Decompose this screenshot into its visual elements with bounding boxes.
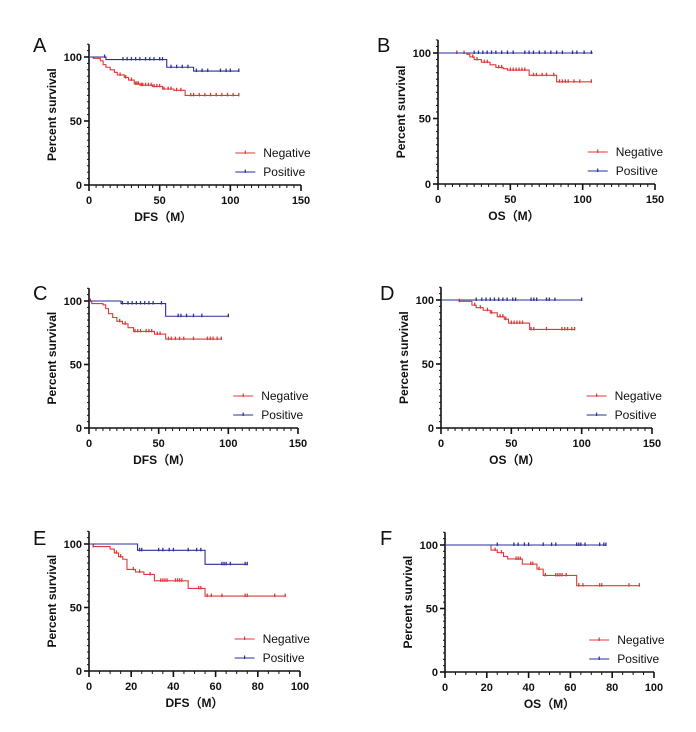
panel-b: B 0 50 100 0 50 100 150 OS（M） Percent survival Neg… <box>377 35 664 223</box>
x-axis-label: OS（M） <box>488 208 539 223</box>
y-tick-label: 50 <box>70 360 82 372</box>
x-axis-label: DFS（M） <box>166 695 224 710</box>
x-tick-label: 0 <box>435 194 441 206</box>
x-tick-label: 100 <box>219 438 237 450</box>
survival-curve-positive <box>89 56 239 72</box>
y-axis-label: Percent survival <box>45 68 59 161</box>
x-tick-label: 20 <box>125 681 137 693</box>
legend-label-negative: Negative <box>263 146 311 160</box>
x-tick-label: 60 <box>564 682 576 694</box>
panel-d: D 0 50 100 0 50 100 150 OS（M） Percent survival Neg… <box>380 283 662 467</box>
y-tick-label: 0 <box>76 180 82 192</box>
survival-curve-positive <box>89 543 248 565</box>
legend-label-positive: Positive <box>617 652 659 666</box>
legend-label-negative: Negative <box>615 389 663 403</box>
y-tick-label: 0 <box>76 423 82 435</box>
x-tick-label: 100 <box>573 194 591 206</box>
survival-curve-negative <box>89 300 222 340</box>
x-tick-label: 150 <box>646 194 664 206</box>
survival-curve-positive <box>89 300 229 317</box>
y-axis-label: Percent survival <box>394 66 408 159</box>
panel-e: E 0 50 100 0 20 40 60 80 100 DFS（M） Percent surviva… <box>33 528 310 710</box>
y-tick-label: 0 <box>425 179 431 191</box>
legend-label-positive: Positive <box>616 164 658 178</box>
y-tick-label: 100 <box>413 48 431 60</box>
x-tick-label: 150 <box>292 195 310 207</box>
x-tick-label: 50 <box>504 194 516 206</box>
y-tick-label: 100 <box>64 539 82 551</box>
panel-letter: E <box>33 528 46 550</box>
survival-curve-negative <box>441 299 575 330</box>
legend-label-negative: Negative <box>263 632 311 646</box>
legend-label-positive: Positive <box>263 651 305 665</box>
x-tick-label: 100 <box>291 681 309 693</box>
y-tick-label: 0 <box>76 666 82 678</box>
y-axis-label: Percent survival <box>401 556 415 649</box>
x-tick-label: 50 <box>505 438 517 450</box>
survival-curve-negative <box>438 52 592 83</box>
panel-letter: D <box>380 283 394 305</box>
y-tick-label: 100 <box>64 296 82 308</box>
x-tick-label: 100 <box>572 438 590 450</box>
y-tick-label: 50 <box>70 116 82 128</box>
x-tick-label: 60 <box>209 681 221 693</box>
panel-f: F 0 50 100 0 20 40 60 80 100 OS（M） Percent survival… <box>380 528 665 711</box>
panel-letter: F <box>380 528 392 550</box>
x-tick-label: 80 <box>252 681 264 693</box>
survival-curve-negative <box>445 544 640 587</box>
panel-letter: B <box>377 35 390 57</box>
y-tick-label: 100 <box>420 540 438 552</box>
y-tick-label: 50 <box>426 604 438 616</box>
x-tick-label: 50 <box>154 195 166 207</box>
panel-c: C 0 50 100 0 50 100 150 DFS（M） Percent survival Ne… <box>33 283 309 467</box>
x-tick-label: 80 <box>606 682 618 694</box>
legend-label-negative: Negative <box>261 389 309 403</box>
panel-letter: C <box>33 283 47 305</box>
x-tick-label: 150 <box>289 438 307 450</box>
x-axis-label: OS（M） <box>489 452 540 467</box>
x-axis-label: OS（M） <box>524 696 575 711</box>
x-tick-label: 20 <box>481 682 493 694</box>
x-axis-label: DFS（M） <box>134 209 192 224</box>
y-tick-label: 50 <box>422 359 434 371</box>
y-tick-label: 50 <box>70 603 82 615</box>
x-tick-label: 40 <box>167 681 179 693</box>
x-tick-label: 100 <box>221 195 239 207</box>
y-axis-label: Percent survival <box>397 311 411 404</box>
panel-a: A 0 50 100 0 50 100 150 DFS（M） Percent survival Ne… <box>33 35 311 224</box>
x-tick-label: 100 <box>645 682 663 694</box>
x-tick-label: 0 <box>86 681 92 693</box>
legend-label-positive: Positive <box>615 408 657 422</box>
legend-label-negative: Negative <box>616 145 664 159</box>
y-tick-label: 0 <box>432 667 438 679</box>
legend-label-positive: Positive <box>263 165 305 179</box>
y-tick-label: 100 <box>416 295 434 307</box>
x-tick-label: 40 <box>522 682 534 694</box>
x-tick-label: 50 <box>153 438 165 450</box>
y-tick-label: 0 <box>428 423 434 435</box>
y-axis-label: Percent survival <box>45 555 59 648</box>
x-tick-label: 0 <box>442 682 448 694</box>
y-tick-label: 100 <box>64 52 82 64</box>
legend-label-negative: Negative <box>617 633 665 647</box>
y-axis-label: Percent survival <box>45 312 59 405</box>
survival-curve-negative <box>89 543 286 597</box>
y-tick-label: 50 <box>419 114 431 126</box>
survival-curve-negative <box>89 56 239 96</box>
x-tick-label: 0 <box>86 438 92 450</box>
x-tick-label: 0 <box>86 195 92 207</box>
legend-label-positive: Positive <box>261 408 303 422</box>
x-axis-label: DFS（M） <box>133 452 191 467</box>
panel-letter: A <box>33 35 47 57</box>
x-tick-label: 0 <box>438 438 444 450</box>
x-tick-label: 150 <box>643 438 661 450</box>
